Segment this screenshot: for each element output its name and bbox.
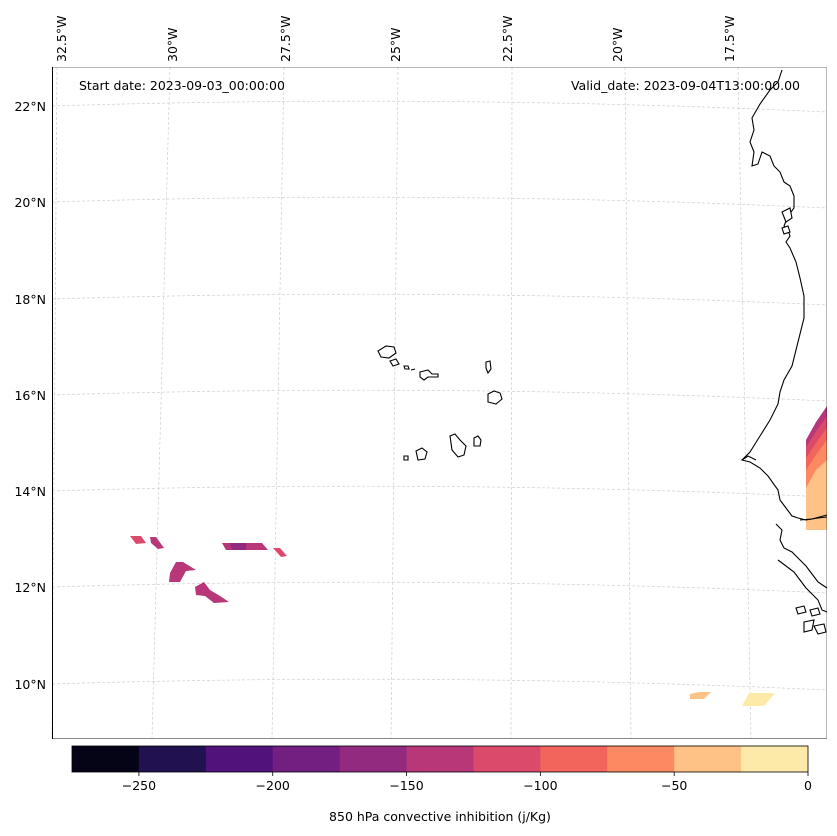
- banc-arguin-island: [781, 207, 793, 223]
- colorbar-tick-label: −150: [389, 778, 423, 793]
- lat-label: 20°N: [14, 195, 46, 210]
- lon-label: 20°W: [610, 27, 625, 62]
- bijagos-island: [803, 619, 815, 633]
- cin-filled-contours: [130, 406, 827, 706]
- island-boa-vista: [487, 390, 503, 405]
- colorbar-segment: [138, 746, 207, 772]
- lon-label: 25°W: [388, 27, 403, 62]
- cin-patch: [169, 562, 196, 582]
- lat-label: 14°N: [14, 484, 46, 499]
- cin-patch: [195, 582, 229, 603]
- map-frame: [52, 67, 827, 739]
- lon-label: 17.5°W: [722, 16, 737, 62]
- lat-label: 10°N: [14, 677, 46, 692]
- cape-verde-islands: [377, 345, 503, 461]
- cin-patch: [273, 548, 287, 557]
- colorbar-label: 850 hPa convective inhibition (j/Kg): [329, 809, 551, 824]
- colorbar-segment: [741, 746, 809, 772]
- valid-date-label: Valid_date: 2023-09-04T13:00:00.00: [571, 78, 800, 93]
- africa-coastline: [740, 69, 828, 521]
- cin-patch: [230, 543, 246, 550]
- colorbar-segment: [674, 746, 742, 772]
- gambia-river: [799, 514, 828, 521]
- island-santiago: [449, 433, 467, 458]
- colorbar-tick-label: −250: [122, 778, 156, 793]
- bijagos-island: [795, 605, 807, 615]
- lon-label: 32.5°W: [54, 16, 69, 62]
- cin-patch: [742, 693, 775, 706]
- lat-label: 12°N: [14, 580, 46, 595]
- island-sao-nicolau-2: [419, 369, 439, 381]
- island-sal: [485, 360, 492, 375]
- lon-label: 30°W: [165, 27, 180, 62]
- island-santo-antao: [377, 345, 397, 359]
- colorbar-tick-label: 0: [804, 778, 812, 793]
- colorbar-segment: [272, 746, 341, 772]
- island-sao-nicolau: [410, 368, 416, 371]
- island-sao-vicente: [389, 358, 400, 367]
- cape-verde-peninsula: [741, 455, 757, 461]
- longitude-labels: 32.5°W 30°W 27.5°W 25°W 22.5°W 20°W 17.5…: [54, 16, 737, 62]
- colorbar-segment: [607, 746, 675, 772]
- colorbar-segment: [72, 746, 140, 772]
- colorbar-segment: [339, 746, 408, 772]
- colorbar-tick-label: −100: [523, 778, 557, 793]
- cin-patch: [806, 460, 827, 530]
- colorbar-ticks: −250 −200 −150 −100 −50 0: [122, 772, 812, 793]
- lon-label: 27.5°W: [278, 16, 293, 62]
- colorbar-segment: [540, 746, 608, 772]
- start-date-label: Start date: 2023-09-03_00:00:00: [79, 78, 285, 93]
- island-maio: [473, 435, 482, 447]
- island-fogo: [415, 447, 428, 461]
- colorbar-tick-label: −200: [256, 778, 290, 793]
- colorbar-segment: [205, 746, 274, 772]
- colorbar-segment: [473, 746, 541, 772]
- coastlines: [740, 69, 828, 635]
- island-santa-luzia: [403, 365, 410, 370]
- cin-patch: [150, 537, 164, 549]
- colorbar-segment: [406, 746, 474, 772]
- colorbar-outline: [71, 745, 809, 773]
- lat-label: 22°N: [14, 99, 46, 114]
- latitude-labels: 22°N 20°N 18°N 16°N 14°N 12°N 10°N: [14, 99, 46, 692]
- cin-patch: [130, 536, 146, 544]
- bijagos-island: [809, 607, 821, 617]
- banc-arguin-island: [781, 225, 791, 235]
- colorbar: −250 −200 −150 −100 −50 0 850 hPa convective …: [71, 745, 812, 824]
- island-brava: [403, 455, 409, 461]
- gridlines: [51, 66, 828, 739]
- lat-label: 16°N: [14, 388, 46, 403]
- cin-patch: [690, 692, 711, 699]
- lon-label: 22.5°W: [500, 16, 515, 62]
- colorbar-tick-label: −50: [661, 778, 687, 793]
- guinea-coast: [775, 523, 828, 589]
- guinea-coast-2: [777, 559, 828, 613]
- bijagos-island: [813, 623, 827, 635]
- colorbar-segments: [72, 746, 809, 772]
- lat-label: 18°N: [14, 292, 46, 307]
